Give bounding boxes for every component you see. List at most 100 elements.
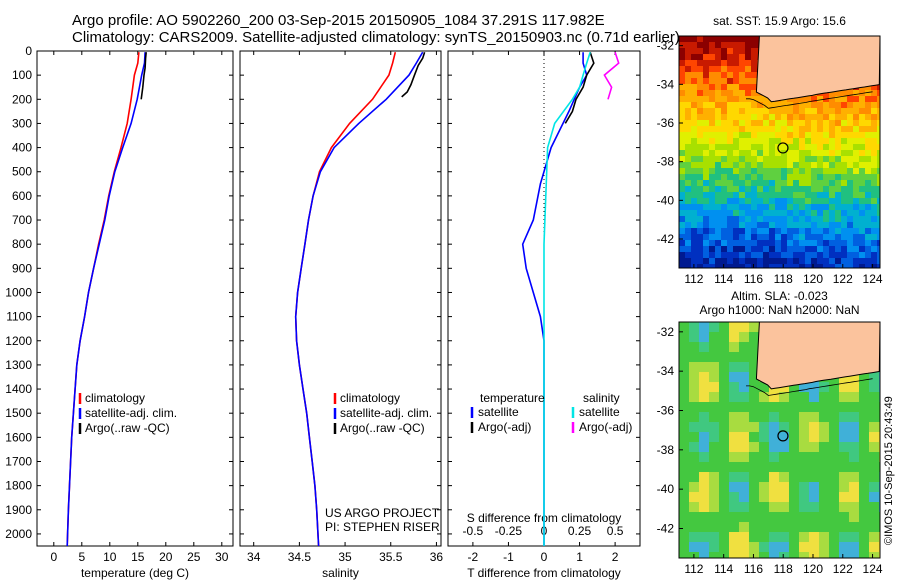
map-cell (691, 90, 697, 96)
map-cell (721, 228, 727, 234)
map-cell (849, 482, 859, 492)
map-cell (721, 258, 727, 264)
map-cell (859, 512, 869, 522)
map-cell (859, 222, 865, 228)
map-cell (719, 332, 729, 342)
map-cell (751, 252, 757, 258)
map-cell (835, 258, 841, 264)
map-cell (715, 234, 721, 240)
map-cell (699, 342, 709, 352)
map-cell (763, 144, 769, 150)
map-cell (847, 168, 853, 174)
map-cell (739, 502, 749, 512)
sla-title: Altim. SLA: -0.023 (731, 289, 828, 303)
map-cell (759, 452, 769, 462)
map-cell (823, 132, 829, 138)
map-cell (769, 532, 779, 542)
plot-frame (36, 50, 234, 547)
map-cell (859, 216, 865, 222)
map-cell (679, 252, 685, 258)
project-label: US ARGO PROJECT (325, 506, 440, 520)
map-cell (719, 492, 729, 502)
map-cell (871, 186, 877, 192)
map-cell (733, 42, 739, 48)
map-cell (787, 174, 793, 180)
map-cell (839, 452, 849, 462)
map-cell (727, 162, 733, 168)
map-cell (841, 234, 847, 240)
map-cell (787, 228, 793, 234)
map-cell (679, 422, 689, 432)
map-cell (769, 402, 779, 412)
map-cell (799, 228, 805, 234)
map-cell (829, 234, 835, 240)
map-cell (691, 204, 697, 210)
map-cell (759, 522, 769, 532)
map-cell (685, 72, 691, 78)
map-cell (847, 132, 853, 138)
map-cell (739, 462, 749, 472)
map-cell (835, 252, 841, 258)
map-cell (699, 392, 709, 402)
map-cell (769, 216, 775, 222)
map-cell (859, 432, 869, 442)
map-cell (877, 162, 880, 168)
map-cell (709, 422, 719, 432)
map-cell (789, 532, 799, 542)
map-cell (685, 90, 691, 96)
map-cell (757, 192, 763, 198)
map-cell (679, 258, 685, 264)
map-cell (877, 216, 880, 222)
map-cell (871, 84, 877, 90)
map-cell (691, 78, 697, 84)
map-cell (769, 210, 775, 216)
map-cell (789, 472, 799, 482)
map-cell (745, 252, 751, 258)
map-cell (829, 432, 839, 442)
map-cell (799, 492, 809, 502)
map-cell (819, 482, 829, 492)
map-cell (757, 114, 763, 120)
map-cell (865, 114, 871, 120)
map-cell (729, 382, 739, 392)
map-cell (823, 108, 829, 114)
map-cell (719, 372, 729, 382)
map-cell (759, 472, 769, 482)
map-cell (865, 174, 871, 180)
map-cell (805, 198, 811, 204)
map-cell (739, 60, 745, 66)
map-cell (699, 542, 709, 552)
map-cell (841, 150, 847, 156)
map-cell (829, 216, 835, 222)
map-cell (853, 228, 859, 234)
map-cell (679, 402, 689, 412)
map-cell (877, 114, 880, 120)
map-cell (721, 222, 727, 228)
map-cell (759, 502, 769, 512)
map-cell (759, 422, 769, 432)
map-cell (865, 138, 871, 144)
map-cell (769, 392, 779, 402)
map-cell (679, 72, 685, 78)
map-cell (729, 372, 739, 382)
map-cell (733, 102, 739, 108)
map-cell (865, 198, 871, 204)
map-cell (685, 132, 691, 138)
map-cell (811, 150, 817, 156)
map-cell (739, 222, 745, 228)
map-cell (739, 452, 749, 462)
map-cell (769, 102, 775, 108)
map-cell (835, 144, 841, 150)
map-cell (709, 90, 715, 96)
map-cell (679, 42, 685, 48)
map-cell (733, 162, 739, 168)
map-cell (689, 372, 699, 382)
map-y-tick-label: -36 (657, 404, 675, 418)
map-cell (787, 156, 793, 162)
map-cell (721, 54, 727, 60)
map-cell (733, 144, 739, 150)
map-cell (757, 222, 763, 228)
map-cell (799, 552, 809, 558)
map-cell (871, 216, 877, 222)
map-cell (847, 192, 853, 198)
